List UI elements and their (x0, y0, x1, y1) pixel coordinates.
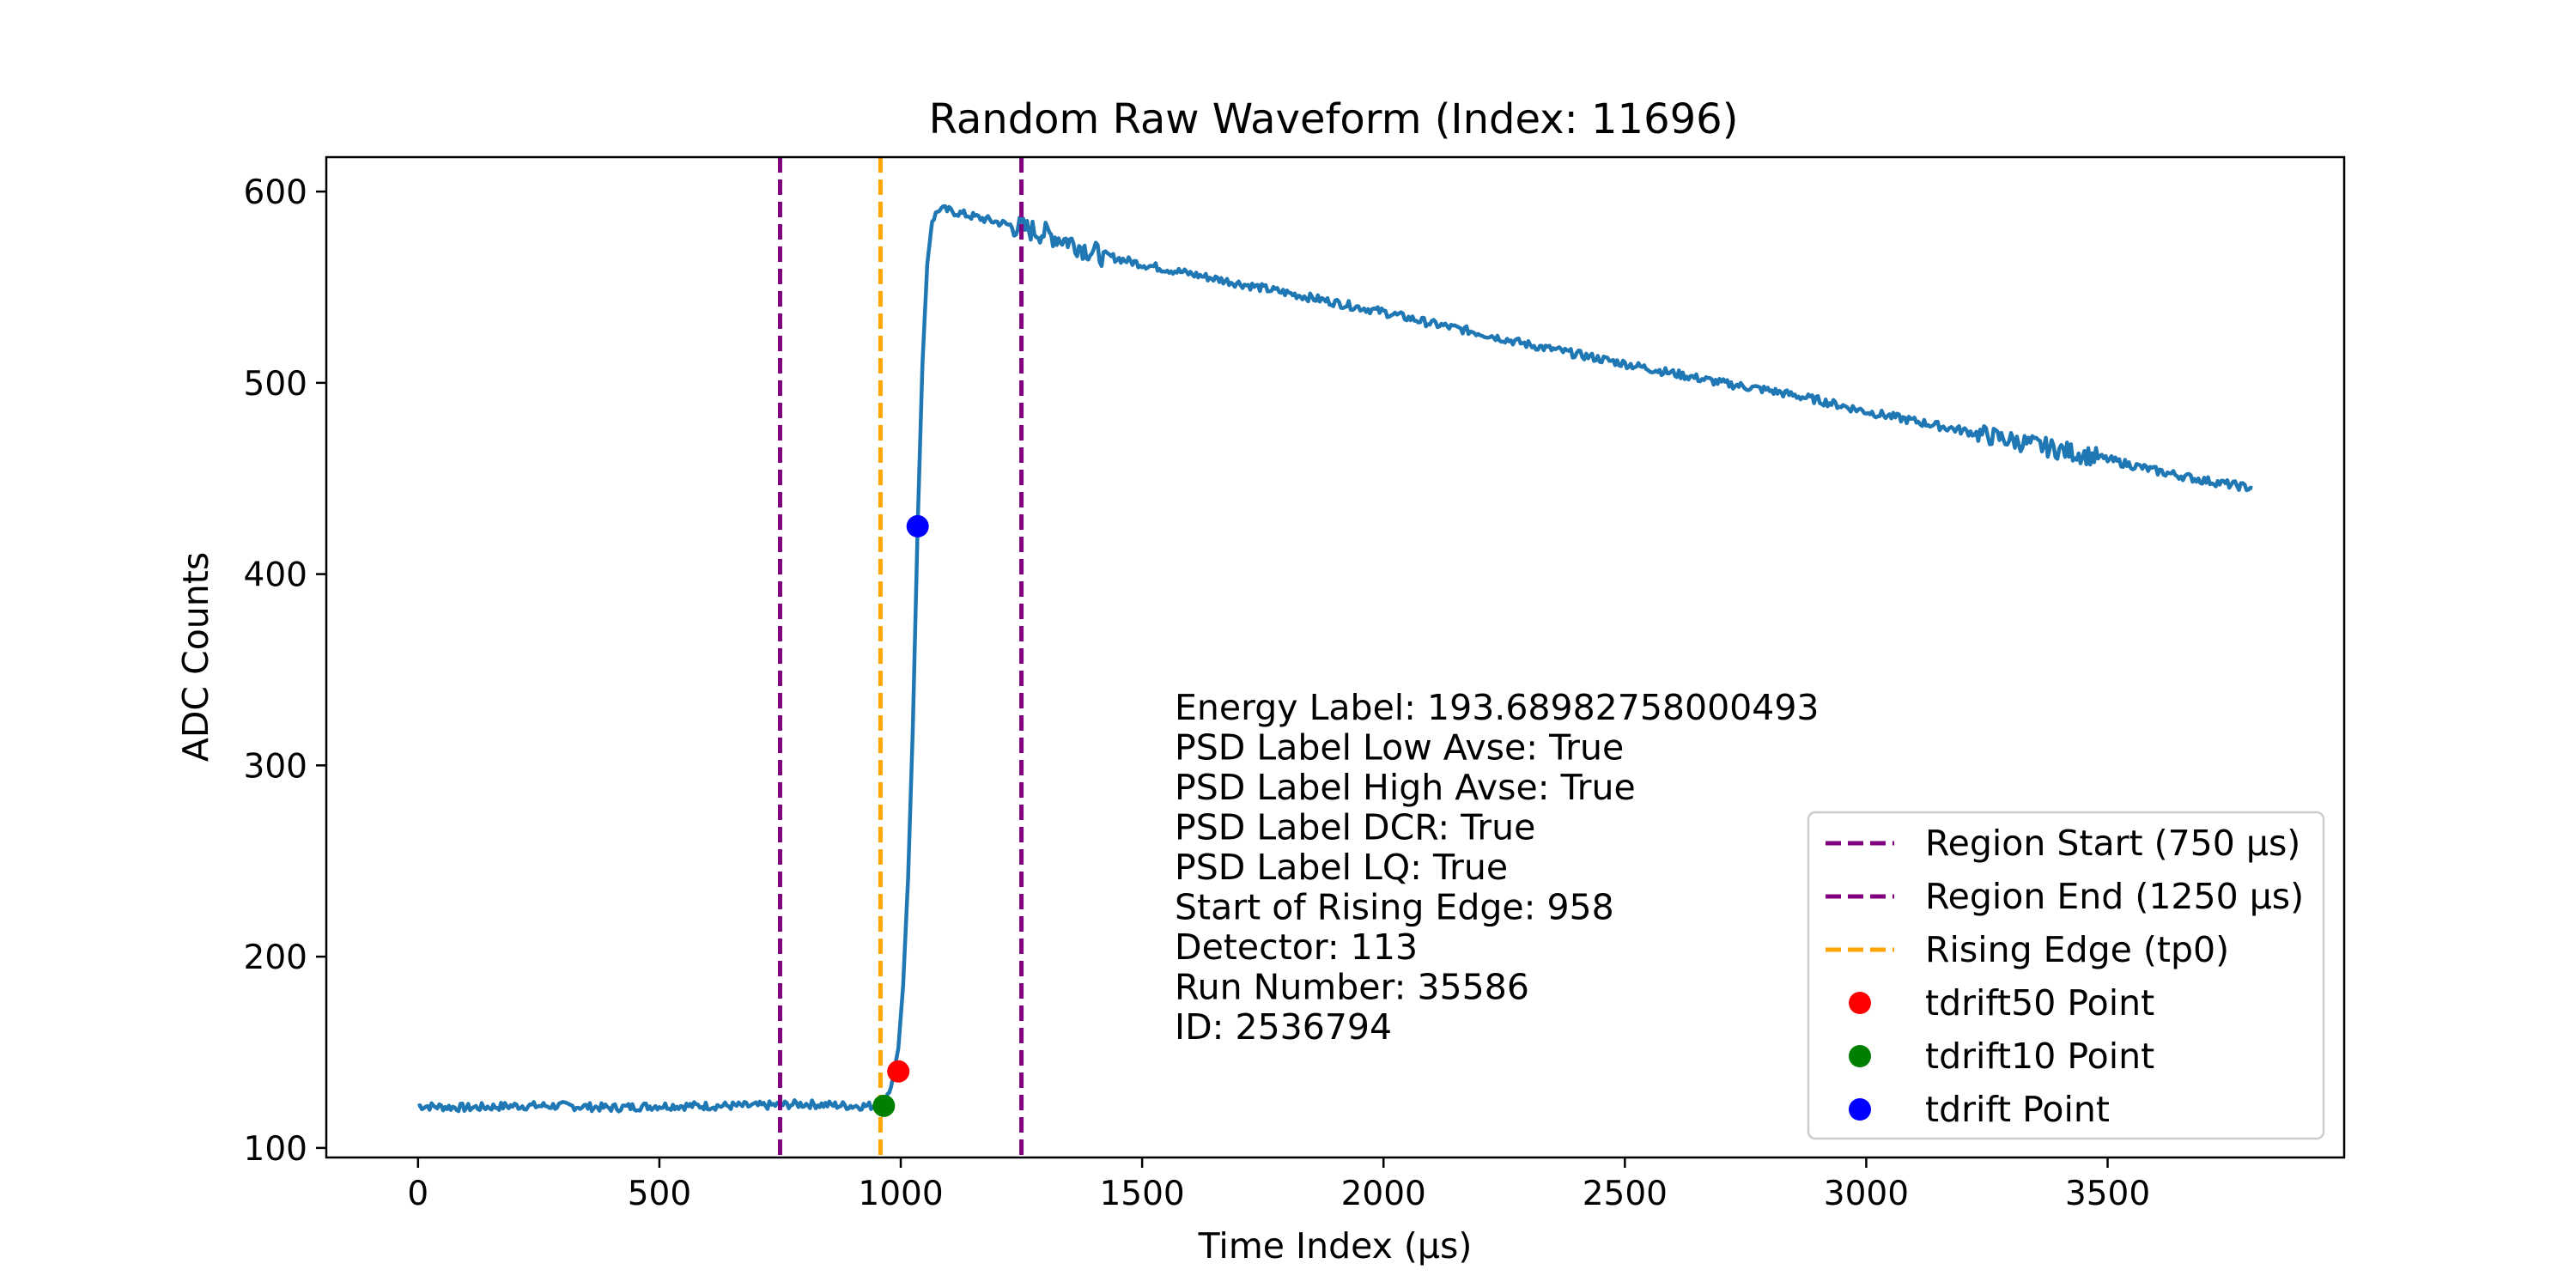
y-tick-label: 200 (244, 939, 307, 977)
x-tick-label: 3500 (2065, 1175, 2150, 1213)
info-line: PSD Label High Avse: True (1175, 767, 1636, 808)
x-axis-label: Time Index (µs) (1198, 1225, 1473, 1267)
tdrift50-marker (887, 1060, 910, 1083)
legend-label: Rising Edge (tp0) (1925, 929, 2229, 970)
info-line: Start of Rising Edge: 958 (1175, 887, 1614, 928)
axes-frame (325, 155, 2346, 1159)
tdrift10-marker (872, 1094, 896, 1117)
x-tick-label: 2500 (1583, 1175, 1668, 1213)
legend-swatch-marker (1849, 1098, 1871, 1121)
legend-label: tdrift10 Point (1925, 1036, 2154, 1077)
legend-label: Region Start (750 µs) (1925, 823, 2300, 864)
info-line: Detector: 113 (1175, 927, 1418, 968)
y-tick-label: 100 (244, 1130, 307, 1169)
x-tick-label: 0 (407, 1175, 428, 1213)
legend: Region Start (750 µs) Region End (1250 µs… (1807, 811, 2325, 1140)
y-tick-label: 300 (244, 747, 307, 786)
info-line: Run Number: 35586 (1175, 967, 1529, 1008)
tdrift-marker (906, 514, 929, 538)
info-line: PSD Label DCR: True (1175, 807, 1535, 848)
x-tick-label: 3000 (1824, 1175, 1909, 1213)
plot-area (417, 157, 2253, 1157)
x-tick-label: 1000 (858, 1175, 943, 1213)
y-tick-label: 400 (244, 556, 307, 595)
info-line: ID: 2536794 (1175, 1006, 1392, 1048)
legend-label: Region End (1250 µs) (1925, 876, 2304, 917)
x-axis: 0 500 1000 1500 2000 2500 3000 3500 (407, 1157, 2150, 1213)
legend-swatch-marker (1849, 992, 1871, 1014)
chart-title: Random Raw Waveform (Index: 11696) (929, 95, 1739, 143)
info-line: PSD Label Low Avse: True (1175, 727, 1624, 769)
waveform-line (417, 204, 2253, 1114)
y-axis: 100 200 300 400 500 600 (244, 173, 326, 1169)
info-line: PSD Label LQ: True (1175, 847, 1508, 888)
y-tick-label: 600 (244, 173, 307, 212)
y-axis-label: ADC Counts (175, 552, 216, 762)
info-line: Energy Label: 193.68982758000493 (1175, 687, 1820, 728)
legend-swatch-marker (1849, 1045, 1871, 1067)
x-tick-label: 2000 (1341, 1175, 1426, 1213)
x-tick-label: 500 (628, 1175, 691, 1213)
legend-box (1807, 811, 2325, 1140)
legend-label: tdrift Point (1925, 1089, 2110, 1130)
x-tick-label: 1500 (1099, 1175, 1184, 1213)
y-tick-label: 500 (244, 365, 307, 404)
legend-label: tdrift50 Point (1925, 982, 2154, 1024)
